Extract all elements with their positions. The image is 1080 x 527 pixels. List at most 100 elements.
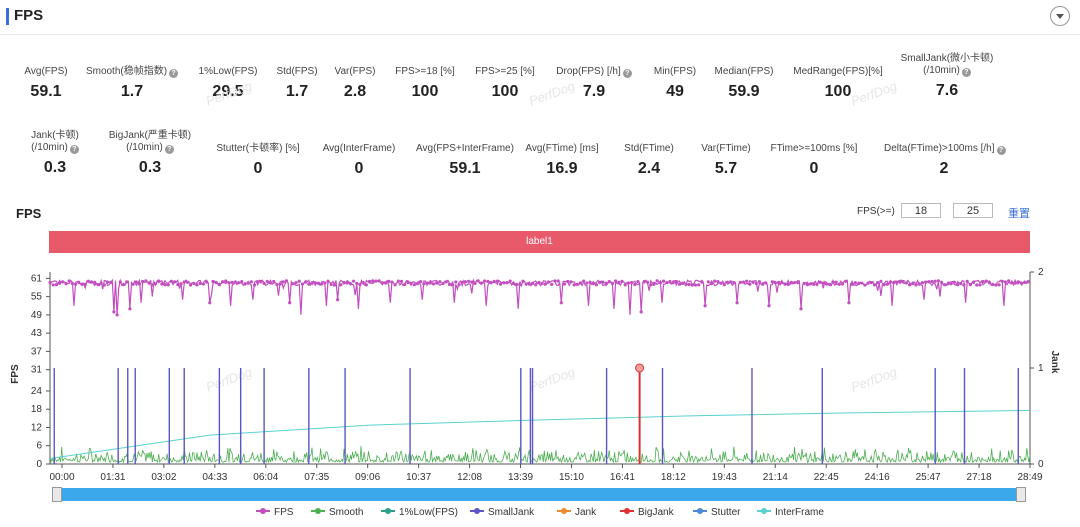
fps-point (387, 279, 391, 283)
stat-value: 49 (666, 83, 684, 100)
fps-point (345, 281, 349, 285)
fps-point (425, 281, 429, 285)
fps-point (540, 281, 544, 286)
help-icon[interactable]: ? (996, 146, 1006, 155)
fps-point (1016, 280, 1020, 284)
fps-point (86, 279, 90, 283)
label-bar[interactable]: label1 (49, 231, 1030, 253)
fps-point (192, 281, 196, 285)
time-range-slider[interactable] (52, 487, 1026, 502)
fps-point (987, 281, 992, 285)
fps-point (189, 283, 193, 287)
stat-label: Var(FTime) (701, 143, 751, 154)
fps-point (399, 279, 404, 283)
fps-point (329, 282, 333, 286)
stat-r1-6: FPS>=25 [%] 100 (445, 66, 565, 101)
fps-point (799, 307, 803, 311)
fps-point (802, 281, 806, 286)
fps-point (502, 281, 506, 285)
legend-item-smalljank[interactable]: SmallJank (470, 507, 534, 518)
help-icon[interactable]: ? (622, 69, 632, 78)
fps-point (435, 281, 439, 285)
fps-point (294, 281, 298, 285)
y-tick-label: 55 (31, 292, 43, 303)
fps-point (770, 280, 774, 284)
fps-point (307, 282, 311, 286)
fps-point (818, 280, 822, 284)
stat-label: MedRange(FPS)[%] (793, 66, 883, 77)
fps-point (70, 281, 74, 286)
slider-handle-right[interactable] (1016, 487, 1026, 502)
fps-point (652, 282, 656, 286)
fps-point (901, 279, 905, 284)
fps-point (125, 280, 129, 284)
fps-point (949, 282, 953, 286)
y-tick-label: 6 (36, 441, 42, 452)
legend-item-smooth[interactable]: Smooth (311, 507, 363, 518)
fps-point (1003, 280, 1008, 284)
fps-point (620, 279, 624, 283)
y-tick-label: 12 (31, 422, 43, 433)
fps-point (195, 283, 199, 287)
y-tick-label: 0 (36, 459, 42, 470)
fps-threshold-input-1[interactable] (901, 203, 941, 218)
legend-item-jank[interactable]: Jank (557, 507, 596, 518)
help-icon[interactable]: ? (69, 145, 79, 154)
fps-point (451, 283, 455, 287)
legend-marker-icon (557, 508, 571, 514)
fps-point (914, 283, 918, 287)
stat-label: Drop(FPS) [/h]? (534, 66, 654, 78)
legend-item-fps[interactable]: FPS (256, 507, 293, 518)
legend-marker-icon (620, 508, 634, 514)
fps-threshold-input-2[interactable] (953, 203, 993, 218)
legend-item-1-low-fps-[interactable]: 1%Low(FPS) (381, 507, 458, 518)
fps-point (364, 283, 368, 287)
stat-r1-0: Avg(FPS) 59.1 (0, 66, 106, 101)
fps-point (598, 280, 602, 284)
fps-point (77, 280, 81, 284)
help-icon[interactable]: ? (164, 145, 174, 154)
fps-point (687, 282, 691, 287)
fps-point (553, 279, 557, 283)
fps-point (390, 280, 394, 284)
fps-point (978, 283, 982, 287)
fps-point (495, 279, 499, 283)
legend-marker-icon (381, 508, 395, 514)
fps-point (144, 279, 148, 283)
reset-link[interactable]: 重置 (1008, 208, 1030, 220)
fps-point (924, 280, 928, 284)
fps-point (51, 283, 55, 287)
stat-label: SmallJank(微小卡顿) (/10min)? (900, 53, 994, 77)
fps-point (102, 283, 106, 287)
legend-item-stutter[interactable]: Stutter (693, 507, 740, 518)
fps-point (719, 281, 723, 285)
fps-point (665, 280, 669, 285)
legend-item-bigjank[interactable]: BigJank (620, 507, 674, 518)
collapse-chevron-icon[interactable] (1050, 6, 1070, 26)
help-icon[interactable]: ? (961, 68, 971, 77)
stat-label: Std(FTime) (624, 143, 674, 154)
fps-point (588, 280, 592, 284)
fps-point (447, 282, 452, 286)
fps-point (275, 282, 279, 287)
fps-point (713, 279, 717, 283)
fps-point (572, 283, 576, 287)
stat-label: Stutter(卡顿率) [%] (216, 143, 300, 154)
stat-r2-8: FTime>=100ms [%] 0 (754, 143, 874, 178)
fps-point (879, 279, 883, 283)
legend-item-interframe[interactable]: InterFrame (757, 507, 824, 518)
fps-point (521, 279, 525, 283)
fps-point (623, 283, 627, 287)
fps-point (812, 282, 816, 286)
stat-label: Std(FPS) (276, 66, 318, 77)
stat-r2-0: Jank(卡顿) (/10min)? 0.3 (0, 130, 115, 177)
fps-point (96, 282, 100, 287)
fps-point (61, 280, 65, 284)
slider-handle-left[interactable] (52, 487, 62, 502)
fps-point (693, 283, 698, 287)
help-icon[interactable]: ? (169, 69, 179, 78)
fps-point (562, 282, 567, 286)
fps-point (856, 281, 861, 286)
fps-point (141, 279, 145, 284)
